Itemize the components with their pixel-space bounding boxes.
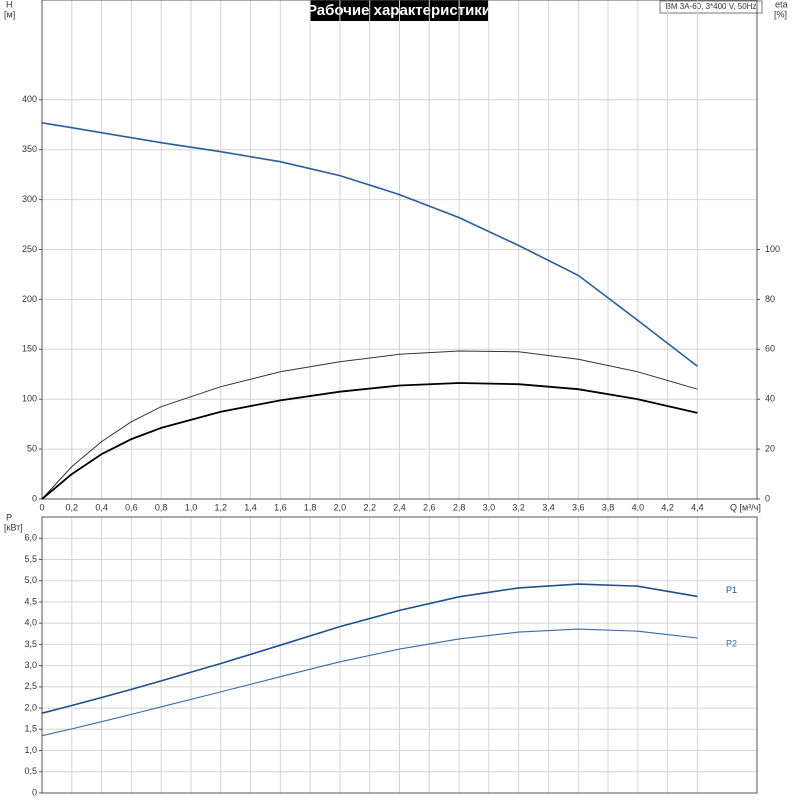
y2-axis-label: eta [775, 0, 788, 9]
x-tick-label: 2,2 [363, 502, 376, 512]
plot-frame [41, 0, 758, 500]
y-axis-label: P [6, 512, 12, 522]
y-axis-unit: [м] [4, 9, 15, 19]
y2-tick-label: 0 [765, 493, 770, 503]
y-tick-label: 1,5 [24, 724, 37, 734]
y-tick-label: 250 [22, 244, 37, 254]
y-tick-label: 100 [22, 394, 37, 404]
x-axis-label: Q [м³/ч] [730, 502, 761, 512]
curve [41, 350, 698, 500]
y-tick-label: 2,0 [24, 702, 37, 712]
x-tick-label: 4,2 [661, 502, 674, 512]
x-tick-label: 4,4 [691, 502, 704, 512]
y-tick-label: 50 [27, 443, 37, 453]
x-tick-label: 0,8 [155, 502, 168, 512]
y-axis-unit: [кВт] [4, 522, 23, 532]
y2-tick-label: 40 [765, 394, 775, 404]
y-tick-label: 350 [22, 144, 37, 154]
y-tick-label: 3,5 [24, 639, 37, 649]
x-tick-label: 1,2 [214, 502, 227, 512]
y2-tick-label: 100 [765, 244, 780, 254]
plot-frame [41, 516, 758, 794]
y-tick-label: 4,0 [24, 618, 37, 628]
x-tick-label: 2,4 [393, 502, 406, 512]
y2-tick-label: 60 [765, 344, 775, 354]
x-tick-label: 0 [39, 502, 44, 512]
x-tick-label: 3,2 [512, 502, 525, 512]
y-tick-label: 300 [22, 194, 37, 204]
y-tick-label: 5,0 [24, 575, 37, 585]
y-tick-label: 4,5 [24, 596, 37, 606]
x-tick-label: 3,8 [602, 502, 615, 512]
x-tick-label: 0,2 [66, 502, 79, 512]
legend-label: P2 [726, 638, 737, 648]
model-box [659, 0, 763, 14]
x-tick-label: 2,6 [423, 502, 436, 512]
curve [41, 628, 698, 737]
y-tick-label: 0,5 [24, 766, 37, 776]
y-tick-label: 5,5 [24, 554, 37, 564]
x-tick-label: 2,8 [453, 502, 466, 512]
y-tick-label: 0 [32, 493, 37, 503]
curve [41, 382, 698, 500]
y2-tick-label: 80 [765, 294, 775, 304]
x-tick-label: 3,4 [542, 502, 555, 512]
y-tick-label: 2,5 [24, 681, 37, 691]
x-tick-label: 1,6 [274, 502, 287, 512]
y-tick-label: 200 [22, 294, 37, 304]
y2-tick-label: 20 [765, 443, 775, 453]
y2-axis-unit: [%] [774, 9, 787, 19]
y-tick-label: 1,0 [24, 745, 37, 755]
curve [41, 122, 698, 367]
x-tick-label: 1,4 [244, 502, 257, 512]
x-tick-label: 2,0 [334, 502, 347, 512]
x-tick-label: 1,0 [185, 502, 198, 512]
x-tick-label: 0,6 [125, 502, 138, 512]
x-tick-label: 3,0 [483, 502, 496, 512]
x-tick-label: 0,4 [95, 502, 108, 512]
y-tick-label: 0 [32, 787, 37, 797]
y-tick-label: 400 [22, 94, 37, 104]
x-tick-label: 3,6 [572, 502, 585, 512]
x-tick-label: 4,0 [632, 502, 645, 512]
y-tick-label: 3,0 [24, 660, 37, 670]
model-label: BM 3A-60, 3*400 V, 50Hz [666, 2, 757, 11]
y-tick-label: 6,0 [24, 533, 37, 543]
curve [41, 583, 698, 714]
legend-label: P1 [726, 585, 737, 595]
y-axis-label: H [6, 0, 13, 9]
y-tick-label: 150 [22, 344, 37, 354]
x-tick-label: 1,8 [304, 502, 317, 512]
